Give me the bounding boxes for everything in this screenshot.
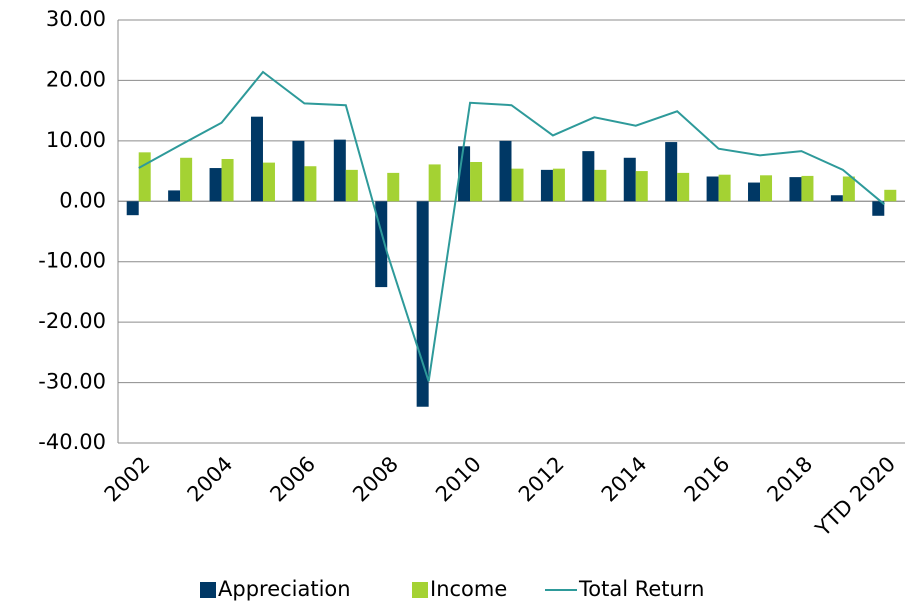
line	[138, 70, 885, 382]
x-tick-label: 2012	[514, 452, 569, 507]
bar	[872, 201, 885, 216]
bar	[168, 190, 181, 202]
y-tick-label: -30.00	[38, 370, 106, 394]
bar	[760, 175, 773, 202]
bar	[677, 172, 690, 202]
y-tick-label: 10.00	[46, 128, 106, 152]
legend-swatch	[412, 582, 428, 598]
x-tick-label: YTD 2020	[810, 452, 900, 542]
bar	[499, 140, 512, 202]
bar	[830, 195, 843, 202]
x-tick-label: 2016	[680, 452, 735, 507]
bar	[428, 164, 441, 202]
bar	[209, 168, 222, 202]
bar	[250, 116, 263, 202]
bar	[262, 162, 275, 202]
bar	[801, 175, 814, 202]
y-tick-label: -10.00	[38, 249, 106, 273]
bar	[594, 169, 607, 202]
bar	[842, 176, 855, 202]
bar	[292, 140, 305, 202]
bar	[884, 189, 897, 202]
x-tick-label: 2014	[597, 452, 652, 507]
x-tick-label: 2006	[265, 452, 320, 507]
legend-label: Appreciation	[218, 577, 351, 601]
bar	[511, 168, 524, 202]
bar	[138, 152, 151, 202]
y-tick-label: 0.00	[59, 188, 106, 212]
bar	[552, 168, 565, 202]
y-tick-label: 30.00	[46, 7, 106, 31]
legend-label: Total Return	[578, 577, 704, 601]
bar	[789, 177, 802, 202]
x-tick-label: 2002	[100, 452, 155, 507]
bar	[387, 172, 400, 202]
bar	[304, 166, 317, 202]
bar	[635, 171, 648, 202]
y-tick-label: 20.00	[46, 67, 106, 91]
x-tick-label: 2018	[762, 452, 817, 507]
bar	[470, 162, 483, 202]
legend-label: Income	[430, 577, 507, 601]
bar	[748, 182, 761, 202]
bar	[665, 142, 678, 202]
bar	[345, 169, 358, 202]
bar	[126, 201, 139, 216]
bar	[582, 151, 595, 202]
legend-swatch	[200, 582, 216, 598]
x-tick-label: 2010	[431, 452, 486, 507]
x-tick-label: 2004	[183, 452, 238, 507]
y-tick-label: -40.00	[38, 430, 106, 454]
bar	[706, 176, 719, 202]
bar	[333, 139, 346, 202]
x-tick-label: 2008	[348, 452, 403, 507]
y-tick-label: -20.00	[38, 309, 106, 333]
bar	[623, 157, 636, 202]
bar	[718, 174, 731, 202]
bar	[540, 169, 553, 202]
bar	[221, 158, 234, 202]
bar	[180, 157, 193, 202]
